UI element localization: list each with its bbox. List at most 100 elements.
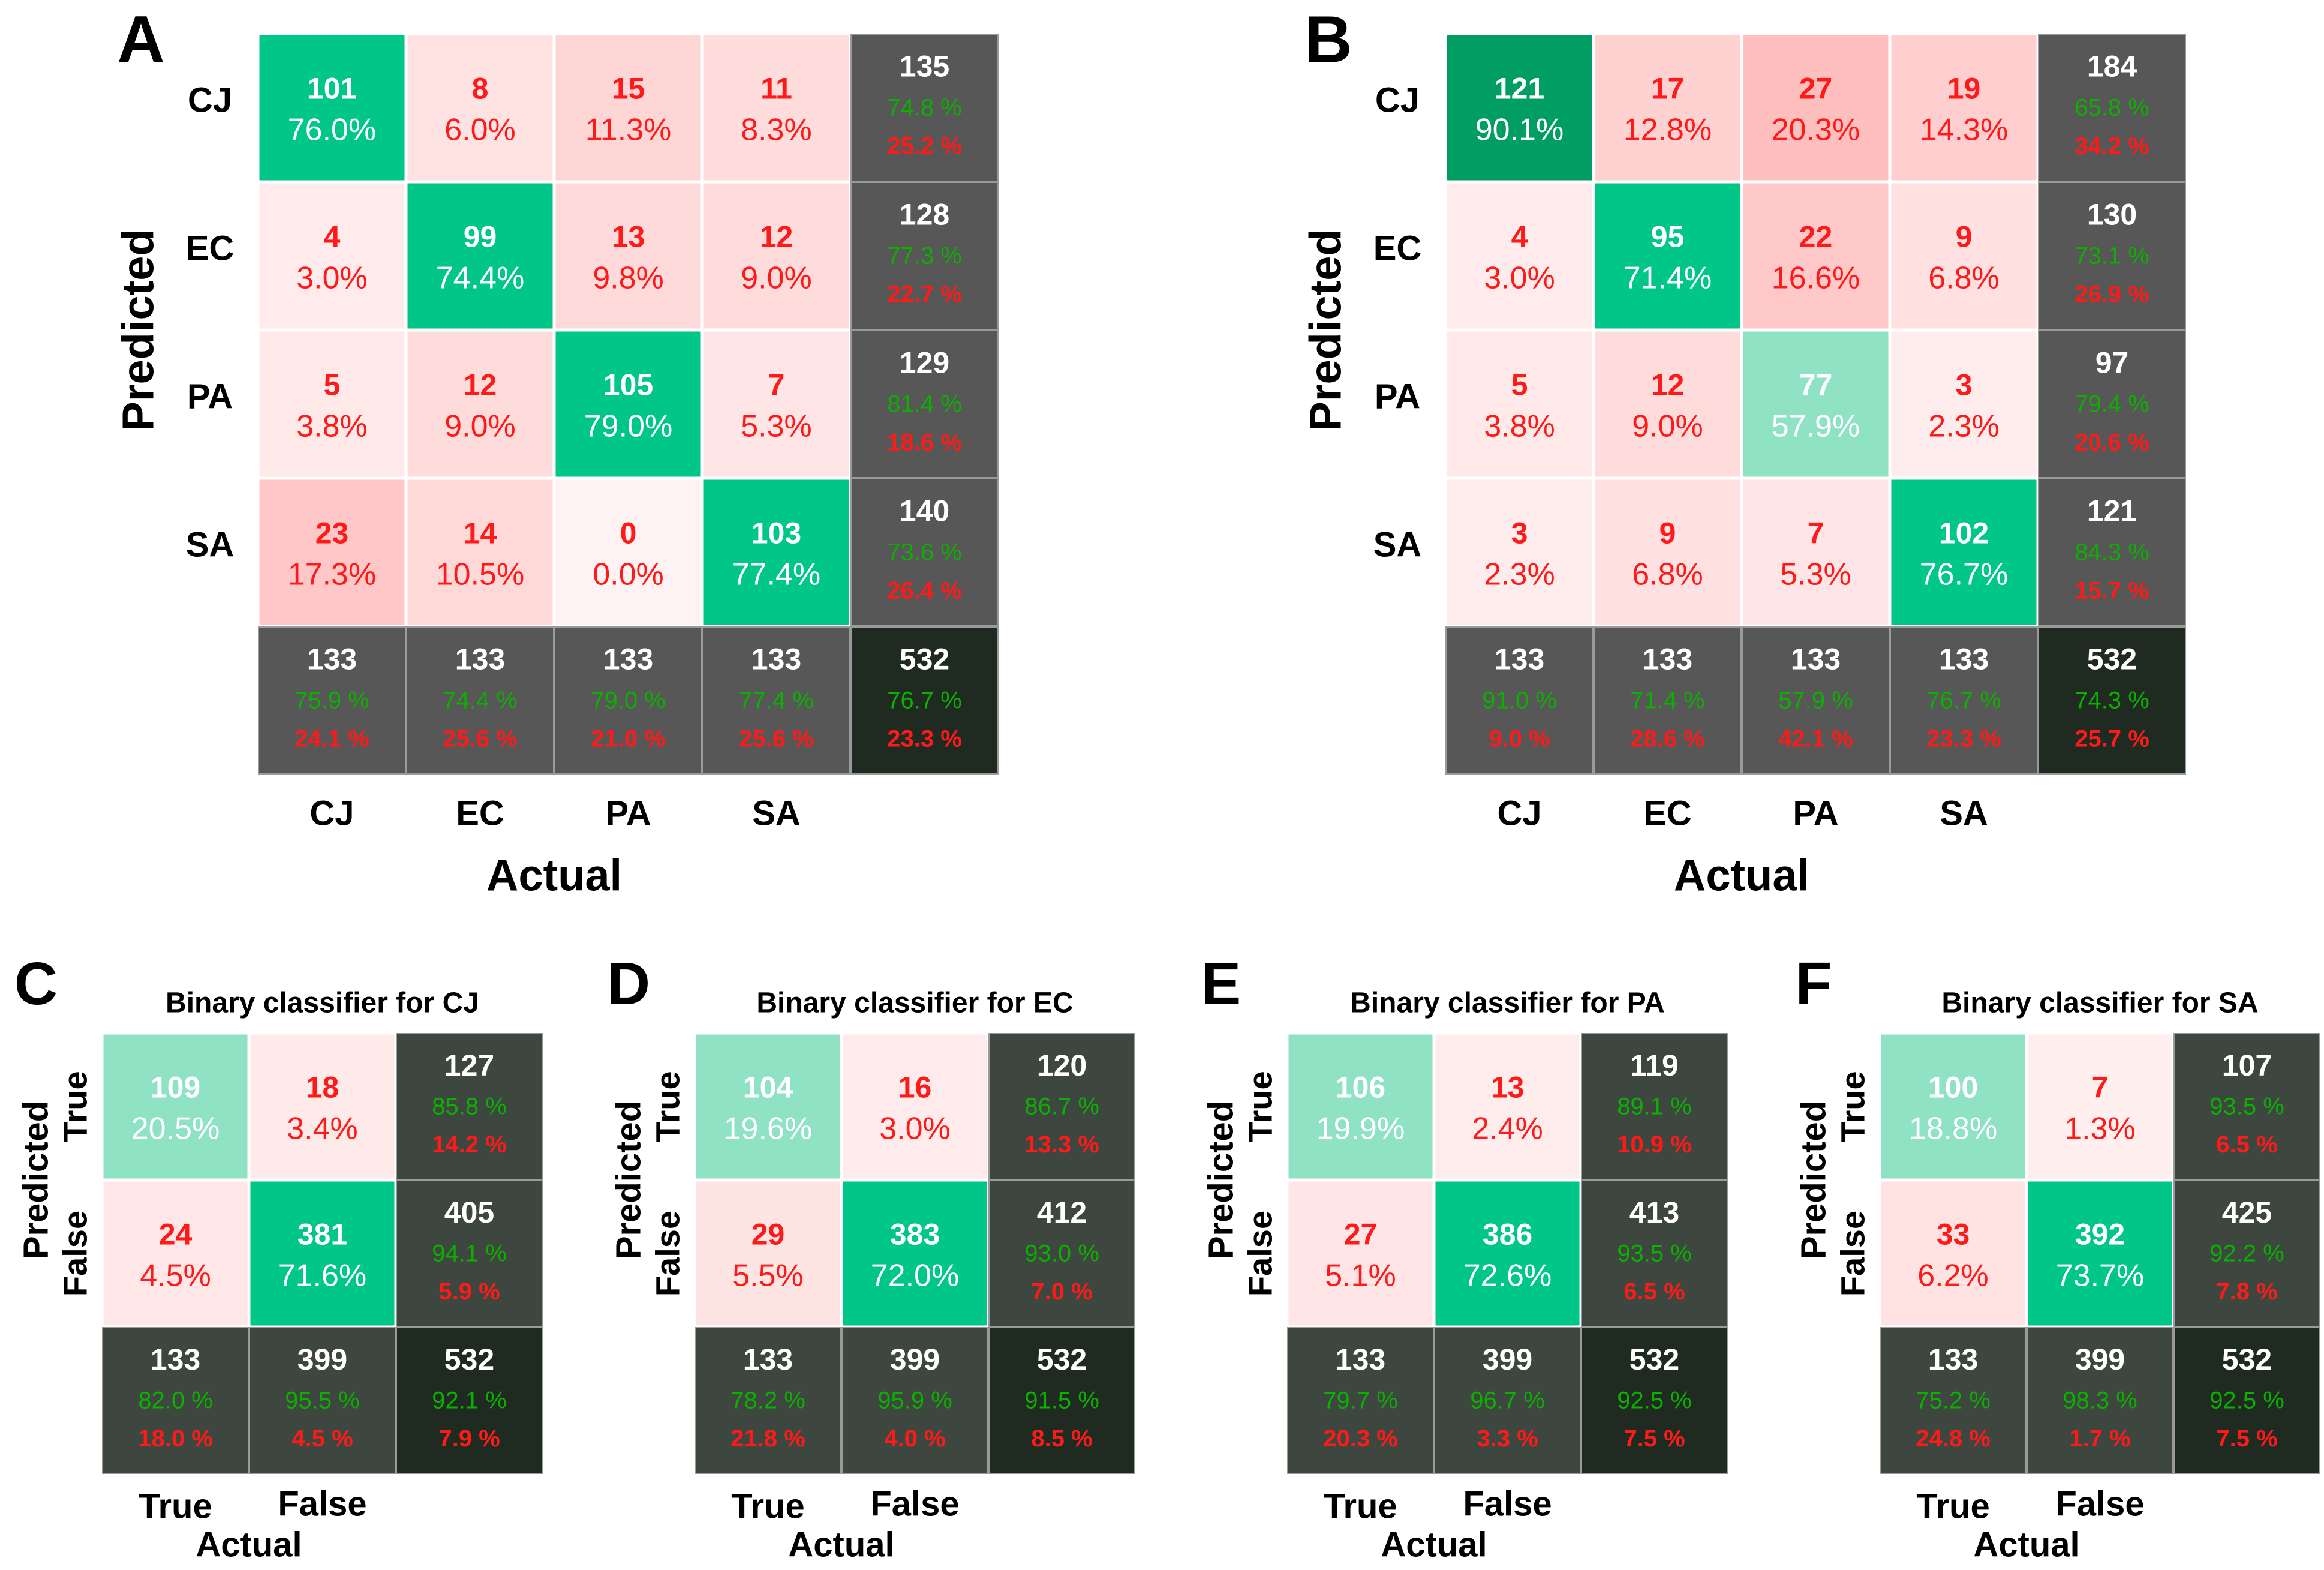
row-total-B-1 bbox=[2038, 182, 2186, 330]
col-total-B-3 bbox=[1890, 626, 2038, 775]
summary-correct-rate: 93.5 % bbox=[1617, 1241, 1692, 1267]
summary-correct-rate: 81.4 % bbox=[887, 391, 962, 418]
summary-error-rate: 18.6 % bbox=[887, 430, 962, 456]
summary-correct-rate: 79.4 % bbox=[2075, 391, 2149, 418]
x-axis-label: Actual bbox=[1674, 851, 1809, 900]
row-total-F-0 bbox=[2173, 1033, 2320, 1180]
cell-percent: 10.5% bbox=[436, 557, 524, 592]
row-label: True bbox=[56, 1071, 94, 1142]
cell-count: 121 bbox=[1495, 71, 1544, 105]
cell-count: 383 bbox=[890, 1218, 940, 1251]
cell-count: 104 bbox=[743, 1071, 793, 1104]
summary-count: 133 bbox=[1336, 1343, 1385, 1376]
row-total-D-0 bbox=[988, 1033, 1135, 1180]
panel-title: Binary classifier for SA bbox=[1941, 987, 2258, 1019]
cell-count: 386 bbox=[1483, 1218, 1532, 1251]
summary-count: 399 bbox=[1483, 1343, 1532, 1376]
summary-count: 129 bbox=[900, 346, 949, 379]
cell-B-r2-c0 bbox=[1445, 329, 1594, 479]
cell-percent: 3.0% bbox=[1484, 261, 1555, 296]
overall-total-D bbox=[988, 1327, 1135, 1474]
summary-correct-rate: 98.3 % bbox=[2063, 1388, 2137, 1414]
summary-error-rate: 42.1 % bbox=[1778, 726, 1853, 752]
row-label: PA bbox=[1375, 377, 1420, 416]
cell-B-r2-c2 bbox=[1741, 329, 1890, 479]
cell-percent: 9.8% bbox=[593, 261, 664, 296]
summary-correct-rate: 85.8 % bbox=[432, 1094, 507, 1120]
summary-count: 133 bbox=[307, 642, 357, 676]
summary-correct-rate: 89.1 % bbox=[1617, 1094, 1692, 1120]
summary-correct-rate: 82.0 % bbox=[138, 1388, 213, 1414]
summary-count: 133 bbox=[455, 642, 505, 676]
cell-percent: 74.4% bbox=[436, 261, 524, 296]
summary-correct-rate: 75.2 % bbox=[1916, 1388, 1991, 1414]
cell-percent: 73.7% bbox=[2056, 1258, 2144, 1293]
summary-count: 399 bbox=[890, 1343, 940, 1376]
cell-percent: 5.3% bbox=[741, 409, 812, 444]
cell-count: 27 bbox=[1344, 1218, 1378, 1251]
cell-B-r3-c2 bbox=[1741, 478, 1890, 627]
cell-count: 102 bbox=[1939, 516, 1989, 550]
summary-error-rate: 25.6 % bbox=[443, 726, 518, 752]
x-axis-label: Actual bbox=[1381, 1526, 1487, 1565]
cell-count: 392 bbox=[2075, 1218, 2125, 1251]
cell-A-r3-c2 bbox=[554, 478, 703, 627]
summary-count: 133 bbox=[743, 1343, 793, 1376]
row-total-C-1 bbox=[396, 1180, 543, 1327]
cell-percent: 5.5% bbox=[732, 1258, 804, 1293]
col-total-B-0 bbox=[1445, 626, 1594, 775]
summary-count: 413 bbox=[1629, 1196, 1679, 1229]
cell-count: 95 bbox=[1651, 220, 1685, 253]
cell-count: 77 bbox=[1799, 368, 1833, 401]
cell-C-r1-c0 bbox=[101, 1179, 249, 1328]
cell-percent: 77.4% bbox=[732, 557, 820, 592]
cell-percent: 14.3% bbox=[1920, 113, 2008, 148]
summary-count: 532 bbox=[900, 642, 949, 676]
x-axis-label: Actual bbox=[788, 1526, 894, 1565]
col-label: False bbox=[870, 1485, 959, 1524]
summary-correct-rate: 91.0 % bbox=[1482, 688, 1557, 714]
cell-count: 19 bbox=[1947, 71, 1981, 105]
col-label: True bbox=[1324, 1487, 1397, 1526]
cell-B-r3-c1 bbox=[1593, 478, 1742, 627]
overall-total-A bbox=[850, 626, 999, 775]
cell-percent: 0.0% bbox=[593, 557, 664, 592]
cell-F-r0-c1 bbox=[2026, 1032, 2174, 1181]
summary-count: 130 bbox=[2087, 197, 2137, 231]
summary-count: 97 bbox=[2095, 346, 2129, 379]
summary-count: 140 bbox=[900, 494, 949, 527]
cell-count: 4 bbox=[324, 220, 341, 253]
summary-correct-rate: 93.0 % bbox=[1024, 1241, 1099, 1267]
cell-E-r1-c0 bbox=[1286, 1179, 1435, 1328]
cell-count: 381 bbox=[297, 1218, 347, 1251]
cell-percent: 57.9% bbox=[1772, 409, 1860, 444]
cell-B-r1-c3 bbox=[1889, 181, 2039, 331]
summary-error-rate: 3.3 % bbox=[1477, 1425, 1538, 1452]
cell-D-r0-c0 bbox=[694, 1032, 842, 1181]
cell-count: 7 bbox=[768, 368, 785, 401]
cell-percent: 72.0% bbox=[871, 1258, 959, 1293]
cell-A-r2-c0 bbox=[257, 329, 407, 479]
cell-percent: 3.8% bbox=[1484, 409, 1555, 444]
y-axis-label: Predicted bbox=[1794, 1101, 1833, 1259]
panel-C: 109 20.5% 18 3.4% 24 4.5% 381 71.6% 127 85.8 % 14.… bbox=[14, 950, 543, 1565]
cell-count: 18 bbox=[306, 1071, 339, 1104]
cell-percent: 71.4% bbox=[1624, 261, 1712, 296]
row-total-A-2 bbox=[850, 330, 999, 478]
panel-F: 100 18.8% 7 1.3% 33 6.2% 392 73.7% 107 93.5 % 6.5 … bbox=[1794, 950, 2320, 1565]
cell-D-r1-c1 bbox=[841, 1179, 989, 1328]
col-total-A-3 bbox=[702, 626, 850, 775]
summary-error-rate: 20.6 % bbox=[2075, 430, 2149, 456]
summary-correct-rate: 77.4 % bbox=[739, 688, 814, 714]
cell-B-r1-c1 bbox=[1593, 181, 1742, 331]
summary-correct-rate: 96.7 % bbox=[1470, 1388, 1545, 1414]
cell-A-r1-c2 bbox=[554, 181, 703, 331]
summary-error-rate: 7.9 % bbox=[438, 1425, 500, 1452]
row-label: CJ bbox=[1375, 81, 1420, 120]
panel-title: Binary classifier for CJ bbox=[166, 987, 479, 1019]
overall-total-F bbox=[2173, 1327, 2320, 1474]
cell-C-r1-c1 bbox=[248, 1179, 396, 1328]
col-total-A-0 bbox=[258, 626, 406, 775]
summary-count: 405 bbox=[444, 1196, 494, 1229]
summary-count: 399 bbox=[2075, 1343, 2125, 1376]
